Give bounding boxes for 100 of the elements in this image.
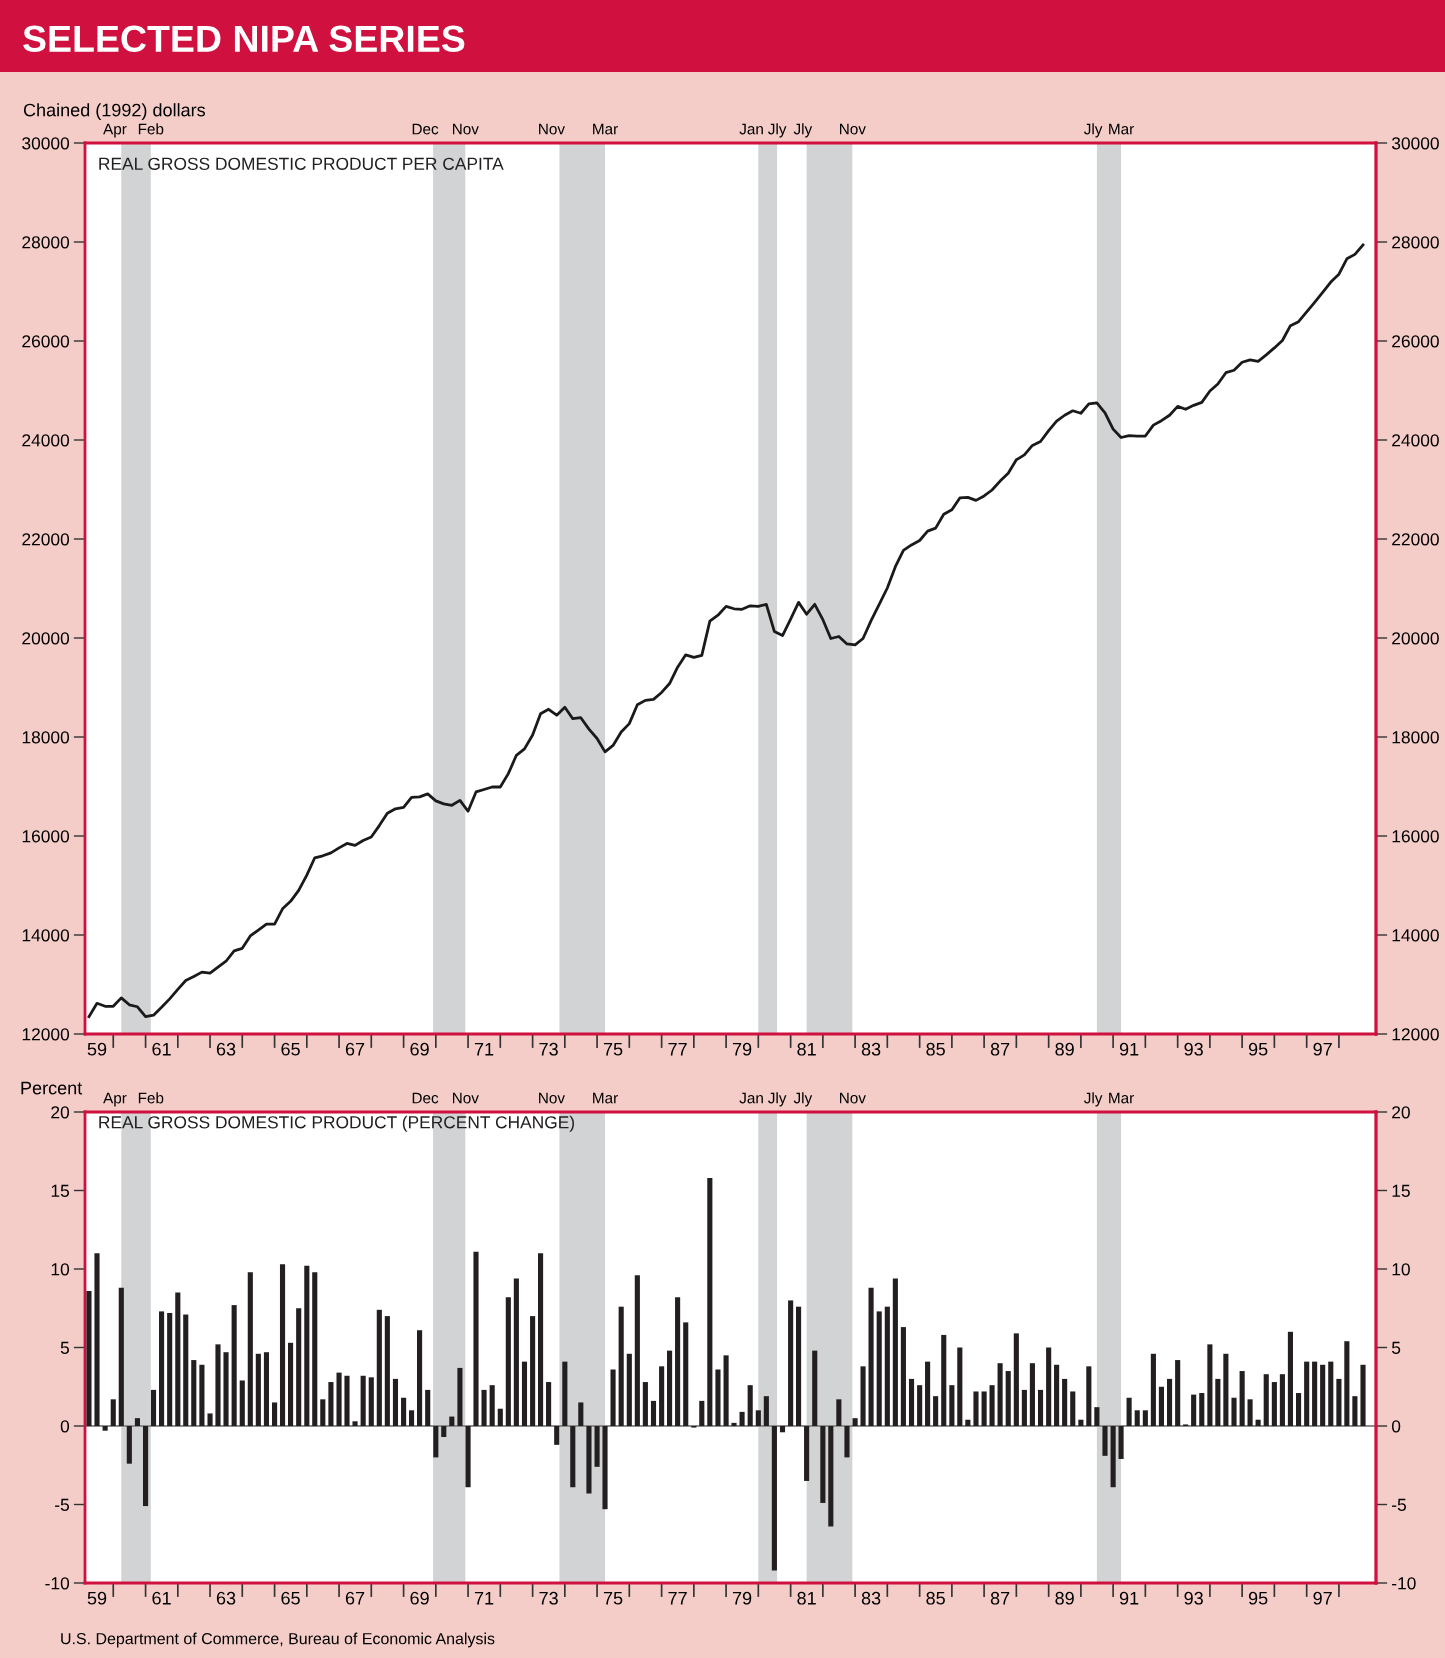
bar <box>328 1382 334 1426</box>
annotation: Feb <box>138 1092 164 1104</box>
bar <box>513 1278 519 1426</box>
annotation: Jan <box>739 123 763 135</box>
bar <box>747 1385 753 1426</box>
bar <box>804 1426 810 1481</box>
bar <box>788 1300 794 1426</box>
annotation: Dec <box>412 123 439 135</box>
bar <box>981 1391 987 1426</box>
bar <box>1279 1374 1285 1426</box>
bar <box>336 1372 342 1426</box>
bar <box>199 1364 205 1426</box>
x-tick-label: 91 <box>1119 1042 1139 1056</box>
bar <box>263 1352 270 1426</box>
y-tick-label: 28000 <box>22 236 70 249</box>
bar <box>1078 1419 1084 1426</box>
bar <box>1215 1378 1221 1426</box>
x-tick-label: 79 <box>732 1042 752 1056</box>
bar <box>755 1410 761 1426</box>
annotation: Jly <box>1083 1092 1103 1107</box>
bar <box>546 1382 552 1426</box>
bar <box>1005 1371 1011 1426</box>
y-tick-label: 0 <box>60 1420 70 1433</box>
bar <box>457 1367 463 1426</box>
bar <box>1102 1426 1108 1456</box>
bar <box>312 1272 318 1426</box>
x-tick-label: 65 <box>281 1042 300 1056</box>
y-axis-title: Percent <box>21 1081 83 1095</box>
bar <box>723 1355 729 1426</box>
bar <box>876 1311 882 1426</box>
bar <box>304 1265 310 1426</box>
bar <box>1304 1361 1310 1426</box>
y-tick-label: 30000 <box>22 137 70 150</box>
bar <box>1352 1396 1358 1426</box>
y2-tick-label: 0 <box>1391 1420 1401 1433</box>
bar <box>1231 1397 1237 1426</box>
bar <box>110 1399 116 1426</box>
annotation: Nov <box>539 1092 565 1104</box>
bar <box>860 1366 866 1426</box>
bar <box>989 1385 995 1426</box>
x-tick-label: 63 <box>216 1042 236 1056</box>
x-tick-label: 95 <box>1248 1591 1268 1605</box>
y2-tick-label: 22000 <box>1392 533 1439 546</box>
bar <box>360 1375 366 1426</box>
bar <box>1166 1378 1173 1426</box>
annotation: Jly <box>1083 123 1103 138</box>
bar <box>1062 1378 1068 1426</box>
y2-tick-label: 28000 <box>1392 236 1439 249</box>
bar <box>707 1177 713 1426</box>
bar <box>659 1366 665 1426</box>
y-tick-label: 16000 <box>22 830 70 843</box>
bar <box>771 1426 777 1571</box>
bar <box>796 1306 802 1426</box>
annotation: Jly <box>768 123 787 138</box>
x-tick-label: 73 <box>539 1591 558 1605</box>
bar <box>675 1297 681 1426</box>
bar <box>191 1360 197 1426</box>
y-tick-label: 26000 <box>22 335 70 348</box>
bar <box>1328 1361 1334 1426</box>
bar <box>143 1426 149 1507</box>
x-tick-label: 79 <box>732 1591 752 1605</box>
x-tick-label: 61 <box>152 1042 171 1056</box>
y2-tick-label: 14000 <box>1392 929 1439 942</box>
y-tick-label: 15 <box>51 1184 69 1197</box>
bar <box>941 1334 947 1426</box>
bar <box>489 1385 495 1426</box>
bar <box>94 1253 100 1426</box>
bar <box>1239 1371 1245 1426</box>
y-tick-label: 5 <box>60 1341 69 1354</box>
bar <box>481 1389 487 1426</box>
bar <box>1223 1353 1229 1426</box>
bar <box>1263 1374 1269 1426</box>
x-tick-label: 83 <box>861 1591 881 1605</box>
x-tick-label: 93 <box>1184 1591 1203 1605</box>
bar <box>433 1426 439 1458</box>
bar <box>505 1297 511 1426</box>
bar <box>554 1426 560 1445</box>
x-tick-label: 97 <box>1313 1591 1332 1605</box>
annotation: Nov <box>452 123 479 135</box>
y2-tick-label: 18000 <box>1392 731 1439 744</box>
annotation: Nov <box>840 1092 866 1104</box>
bar <box>699 1400 705 1426</box>
annotation: Apr <box>103 1092 127 1107</box>
bar <box>1046 1347 1052 1426</box>
y-tick-label: 20000 <box>22 632 70 645</box>
x-tick-label: 85 <box>926 1591 945 1605</box>
y-tick-label: 24000 <box>22 434 70 447</box>
bar <box>642 1382 648 1426</box>
annotation: Mar <box>593 123 618 135</box>
bar <box>401 1397 407 1426</box>
text: REAL GROSS DOMESTIC PRODUCT PER CAPITA <box>99 157 504 170</box>
bar <box>1037 1389 1044 1426</box>
y2-tick-label: 24000 <box>1392 434 1439 447</box>
bar <box>538 1253 544 1426</box>
y-tick-label: -10 <box>45 1577 70 1590</box>
bar <box>465 1426 471 1488</box>
bar <box>586 1426 592 1494</box>
x-tick-label: 61 <box>152 1591 171 1605</box>
bar <box>594 1426 600 1467</box>
annotation: Mar <box>593 1092 618 1104</box>
